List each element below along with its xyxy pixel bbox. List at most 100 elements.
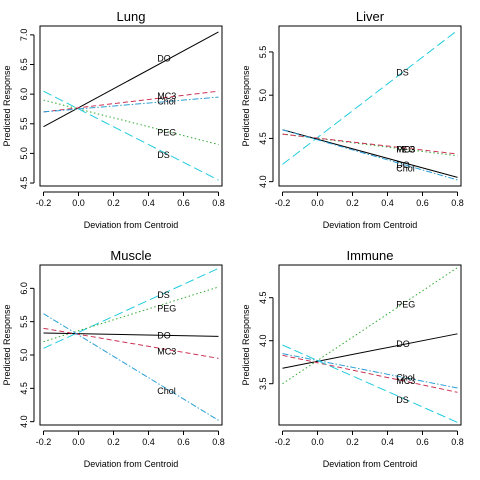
panel-lung: Lung -0.2 0.0 0.2 0.4 0.6 0.8 Deviation from Ce… xyxy=(2,9,225,230)
y-tick-label: 7.0 xyxy=(19,29,29,42)
series-line-ds xyxy=(282,29,458,165)
x-axis-label: Deviation from Centroid xyxy=(84,220,179,230)
y-tick-label: 5.5 xyxy=(19,315,29,328)
series-label-peg: PEG xyxy=(396,145,415,155)
series-line-peg xyxy=(282,267,458,385)
x-tick-label: -0.2 xyxy=(36,437,52,447)
x-axis-label: Deviation from Centroid xyxy=(323,459,418,469)
y-tick-label: 4.0 xyxy=(19,415,29,428)
series-label-peg: PEG xyxy=(396,300,415,310)
x-tick-label: 0.2 xyxy=(346,198,359,208)
x-tick-label: 0.6 xyxy=(416,198,429,208)
panel-liver: Liver -0.2 0.0 0.2 0.4 0.6 0.8 Deviation from C… xyxy=(241,9,464,230)
x-tick-label: 0.2 xyxy=(346,437,359,447)
x-tick-label: 0.8 xyxy=(451,198,464,208)
series-label-ds: DS xyxy=(396,68,409,78)
plot-frame xyxy=(278,25,462,187)
y-tick-label: 5.0 xyxy=(258,89,268,102)
series-label-ds: DS xyxy=(157,290,170,300)
y-tick-label: 6.0 xyxy=(19,282,29,295)
series-label-do: DO xyxy=(157,331,171,341)
y-tick-label: 5.0 xyxy=(19,349,29,362)
series-line-do xyxy=(282,333,458,369)
x-axis-label: Deviation from Centroid xyxy=(84,459,179,469)
x-tick-label: 0.8 xyxy=(212,198,225,208)
x-tick-label: 0.4 xyxy=(381,437,394,447)
series-label-chol: Chol xyxy=(396,373,415,383)
x-axis-label: Deviation from Centroid xyxy=(323,220,418,230)
series-label-peg: PEG xyxy=(157,128,176,138)
y-tick-label: 5.5 xyxy=(258,46,268,59)
y-tick-label: 6.0 xyxy=(19,88,29,101)
y-tick-label: 4.5 xyxy=(258,291,268,304)
series-label-chol: Chol xyxy=(396,164,415,174)
panel-muscle: Muscle -0.2 0.0 0.2 0.4 0.6 0.8 Deviation from … xyxy=(2,248,225,469)
series-label-do: DO xyxy=(396,160,410,170)
series-label-do: DO xyxy=(157,54,171,64)
y-tick-label: 4.0 xyxy=(258,175,268,188)
y-tick-label: 4.5 xyxy=(19,177,29,190)
x-tick-label: 0.6 xyxy=(177,437,190,447)
x-tick-label: 0.0 xyxy=(311,437,324,447)
series-label-do: DO xyxy=(396,339,410,349)
plot-frame xyxy=(278,264,462,426)
x-tick-label: 0.6 xyxy=(177,198,190,208)
x-tick-label: 0.0 xyxy=(311,198,324,208)
x-tick-label: 0.2 xyxy=(107,198,120,208)
y-axis-label: Predicted Response xyxy=(241,304,251,385)
x-tick-label: 0.0 xyxy=(72,198,85,208)
panel-title: Liver xyxy=(356,9,385,24)
plot-frame xyxy=(39,264,223,426)
y-axis-label: Predicted Response xyxy=(2,304,12,385)
series-line-ds xyxy=(282,344,458,423)
x-tick-label: 0.4 xyxy=(381,198,394,208)
series-label-ds: DS xyxy=(157,150,170,160)
x-tick-label: 0.8 xyxy=(451,437,464,447)
y-tick-label: 4.0 xyxy=(258,334,268,347)
series-line-do xyxy=(282,129,458,178)
series-line-do xyxy=(43,332,219,337)
series-line-chol xyxy=(282,129,458,181)
x-tick-label: 0.4 xyxy=(142,437,155,447)
series-label-ds: DS xyxy=(396,395,409,405)
x-tick-label: -0.2 xyxy=(275,198,291,208)
panel-title: Lung xyxy=(117,9,146,24)
panel-title: Immune xyxy=(347,248,394,263)
series-label-mc3: MC3 xyxy=(157,347,176,357)
y-tick-label: 4.5 xyxy=(19,382,29,395)
series-line-chol xyxy=(282,353,458,389)
x-tick-label: 0.2 xyxy=(107,437,120,447)
series-line-chol xyxy=(43,96,219,113)
series-label-peg: PEG xyxy=(157,303,176,313)
series-label-chol: Chol xyxy=(157,386,176,396)
series-label-chol: Chol xyxy=(157,96,176,106)
series-line-mc3 xyxy=(282,354,458,393)
x-tick-label: 0.6 xyxy=(416,437,429,447)
y-tick-label: 4.5 xyxy=(258,132,268,145)
series-line-peg xyxy=(43,286,219,343)
y-axis-label: Predicted Response xyxy=(2,65,12,146)
y-tick-label: 6.5 xyxy=(19,58,29,71)
series-label-mc3: MC3 xyxy=(396,376,415,386)
y-tick-label: 5.5 xyxy=(19,118,29,131)
series-label-mc3: MC3 xyxy=(396,145,415,155)
series-line-ds xyxy=(43,267,219,349)
series-line-chol xyxy=(43,313,219,421)
x-tick-label: 0.4 xyxy=(142,198,155,208)
series-line-do xyxy=(43,31,219,128)
panel-immune: Immune -0.2 0.0 0.2 0.4 0.6 0.8 Deviation from … xyxy=(241,248,464,469)
series-line-peg xyxy=(43,99,219,146)
series-line-mc3 xyxy=(43,90,219,113)
y-axis-label: Predicted Response xyxy=(241,65,251,146)
y-tick-label: 3.5 xyxy=(258,377,268,390)
plot-frame xyxy=(39,25,223,187)
series-line-mc3 xyxy=(282,133,458,155)
x-tick-label: -0.2 xyxy=(36,198,52,208)
y-tick-label: 5.0 xyxy=(19,147,29,160)
x-tick-label: 0.0 xyxy=(72,437,85,447)
series-line-mc3 xyxy=(43,327,219,359)
panel-title: Muscle xyxy=(110,248,151,263)
series-line-ds xyxy=(43,90,219,181)
series-label-mc3: MC3 xyxy=(157,91,176,101)
